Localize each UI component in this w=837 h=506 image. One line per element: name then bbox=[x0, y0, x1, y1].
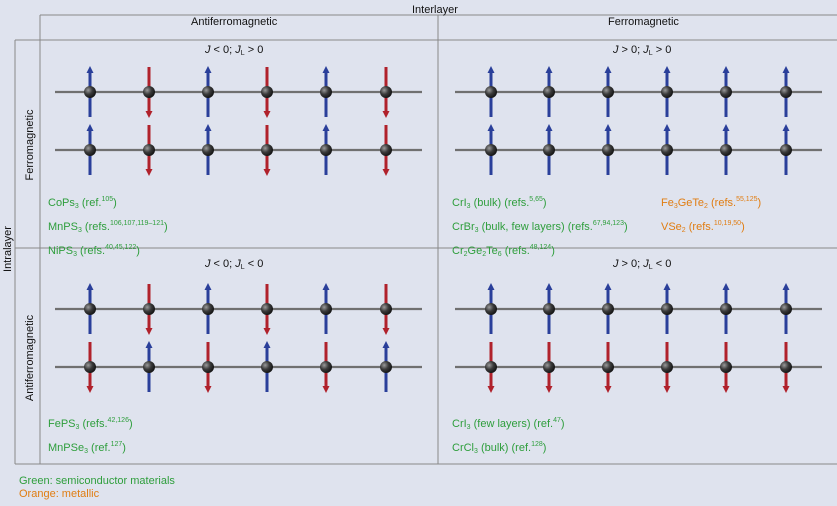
legend: Green: semiconductor materials Orange: m… bbox=[19, 475, 175, 501]
atom bbox=[84, 303, 96, 315]
atom bbox=[202, 303, 214, 315]
material-item: VSe2 (refs.10,19,50) bbox=[661, 220, 745, 234]
atom bbox=[143, 303, 155, 315]
atom bbox=[602, 361, 614, 373]
material-item: Fe3GeTe2 (refs.55,125) bbox=[661, 196, 762, 210]
legend-semiconductor: Green: semiconductor materials bbox=[19, 475, 175, 487]
column-header-ferromagnetic: Ferromagnetic bbox=[608, 16, 679, 28]
atom bbox=[320, 144, 332, 156]
material-item: FePS3 (refs.42,126) bbox=[48, 417, 133, 431]
atom bbox=[661, 303, 673, 315]
atom bbox=[84, 144, 96, 156]
atom bbox=[543, 86, 555, 98]
atom bbox=[84, 86, 96, 98]
atom bbox=[485, 86, 497, 98]
atom bbox=[780, 361, 792, 373]
atom bbox=[780, 303, 792, 315]
atom bbox=[143, 144, 155, 156]
row-header-ferromagnetic: Ferromagnetic bbox=[24, 109, 36, 181]
atom bbox=[320, 361, 332, 373]
atom bbox=[261, 361, 273, 373]
atom bbox=[720, 86, 732, 98]
interlayer-header: Interlayer bbox=[412, 4, 458, 16]
atom bbox=[780, 144, 792, 156]
atom bbox=[143, 86, 155, 98]
atom bbox=[320, 86, 332, 98]
atom bbox=[720, 361, 732, 373]
material-item: CoPs3 (ref.105) bbox=[48, 196, 117, 210]
column-header-antiferromagnetic: Antiferromagnetic bbox=[191, 16, 278, 28]
materials-top-right-semiconductors: CrI3 (bulk) (refs.5,65) CrBr3 (bulk, few… bbox=[452, 191, 628, 263]
atom bbox=[202, 86, 214, 98]
atom bbox=[261, 303, 273, 315]
atom bbox=[380, 303, 392, 315]
atom bbox=[380, 361, 392, 373]
atom bbox=[661, 86, 673, 98]
row-header-antiferromagnetic: Antiferromagnetic bbox=[24, 314, 36, 402]
atom bbox=[543, 303, 555, 315]
material-item: CrBr3 (bulk, few layers) (refs.67,94,123… bbox=[452, 220, 628, 234]
material-item: CrI3 (few layers) (ref.47) bbox=[452, 417, 565, 431]
atom bbox=[320, 303, 332, 315]
atom bbox=[602, 86, 614, 98]
condition-top-right: J > 0; JL > 0 bbox=[613, 44, 672, 57]
atom bbox=[380, 144, 392, 156]
material-item: NiPS3 (refs.40,45,122) bbox=[48, 244, 140, 258]
atom bbox=[485, 361, 497, 373]
atom bbox=[202, 144, 214, 156]
material-item: MnPS3 (refs.106,107,119–121) bbox=[48, 220, 168, 234]
atom bbox=[261, 86, 273, 98]
materials-bottom-left: FePS3 (refs.42,126) MnPSe3 (ref.127) bbox=[48, 412, 133, 460]
atom bbox=[543, 361, 555, 373]
material-item: CrI3 (bulk) (refs.5,65) bbox=[452, 196, 547, 210]
condition-bottom-right: J > 0; JL < 0 bbox=[613, 258, 672, 271]
atom bbox=[720, 303, 732, 315]
material-item: CrCl3 (bulk) (ref.128) bbox=[452, 441, 547, 455]
material-item: Cr2Ge2Te6 (refs.48,124) bbox=[452, 244, 555, 258]
materials-top-left: CoPs3 (ref.105) MnPS3 (refs.106,107,119–… bbox=[48, 191, 168, 263]
material-item: MnPSe3 (ref.127) bbox=[48, 441, 126, 455]
condition-bottom-left: J < 0; JL < 0 bbox=[205, 258, 264, 271]
atom bbox=[602, 144, 614, 156]
intralayer-header: Intralayer bbox=[2, 226, 14, 272]
atom bbox=[780, 86, 792, 98]
atom bbox=[143, 361, 155, 373]
atom bbox=[202, 361, 214, 373]
condition-top-left: J < 0; JL > 0 bbox=[205, 44, 264, 57]
atom bbox=[543, 144, 555, 156]
atom bbox=[720, 144, 732, 156]
atom bbox=[380, 86, 392, 98]
atom bbox=[661, 361, 673, 373]
atom bbox=[661, 144, 673, 156]
atom bbox=[485, 144, 497, 156]
atom bbox=[261, 144, 273, 156]
atom bbox=[84, 361, 96, 373]
spin-chains bbox=[55, 66, 822, 393]
legend-metallic: Orange: metallic bbox=[19, 488, 100, 500]
materials-top-right-metallic: Fe3GeTe2 (refs.55,125) VSe2 (refs.10,19,… bbox=[661, 191, 761, 239]
materials-bottom-right: CrI3 (few layers) (ref.47) CrCl3 (bulk) … bbox=[452, 412, 565, 460]
atom bbox=[602, 303, 614, 315]
atom bbox=[485, 303, 497, 315]
